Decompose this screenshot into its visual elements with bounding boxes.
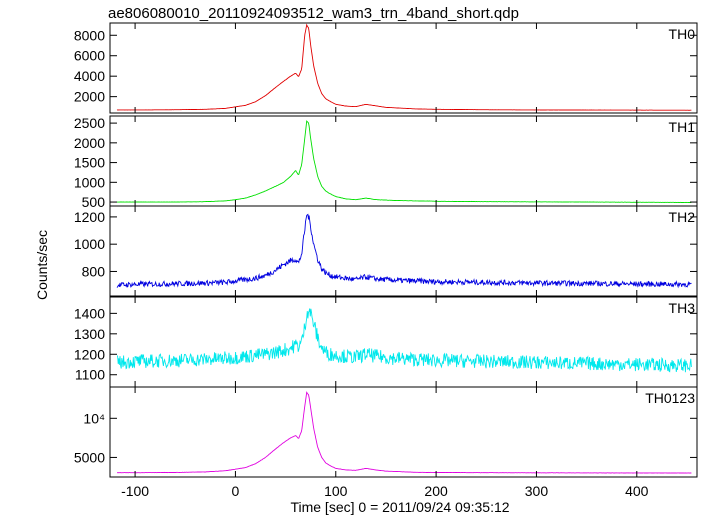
series-line-th1 — [117, 120, 692, 203]
y-tick-label: 2500 — [74, 115, 105, 131]
panel-th1: 500 1000 1500 2000 2500 TH1 — [74, 115, 698, 210]
series-line-th2 — [116, 213, 692, 289]
panel-th0123: 5000 10⁴ TH0123 — [74, 386, 698, 478]
panel-label: TH2 — [669, 209, 696, 225]
panel-label: TH0123 — [645, 390, 695, 406]
y-tick-label: 2000 — [74, 89, 105, 105]
panel-th0: 2000 4000 6000 8000 TH0 — [74, 22, 698, 114]
y-tick-label: 1000 — [74, 236, 105, 252]
x-tick-label: -100 — [121, 483, 149, 499]
panel-frame — [109, 296, 698, 388]
x-tick-label: 0 — [232, 483, 240, 499]
y-tick-label: 1000 — [74, 174, 105, 190]
series-line-th3 — [117, 308, 692, 373]
y-tick-label: 8000 — [74, 27, 105, 43]
panel-th3: 1100 1200 1300 1400 TH3 — [74, 296, 698, 388]
y-tick-label: 1200 — [74, 209, 105, 225]
x-tick-label: 400 — [625, 483, 649, 499]
y-tick-label: 1300 — [74, 326, 105, 342]
panels-group: 2000 4000 6000 8000 TH0 500 1000 1500 2000 2500 TH… — [74, 22, 698, 478]
chart-title: ae806080010_20110924093512_wam3_trn_4ban… — [108, 5, 519, 22]
panel-label: TH3 — [669, 300, 696, 316]
y-tick-label: 2000 — [74, 135, 105, 151]
panel-label: TH1 — [669, 119, 696, 135]
y-tick-label: 10⁴ — [83, 410, 105, 426]
y-tick-label: 5000 — [74, 449, 105, 465]
y-tick-label: 1100 — [75, 367, 105, 383]
series-line-th0123 — [117, 391, 692, 474]
x-tick-label: 100 — [324, 483, 348, 499]
y-axis-label: Counts/sec — [34, 230, 50, 300]
y-tick-label: 6000 — [74, 48, 105, 64]
x-axis-label: Time [sec] 0 = 2011/09/24 09:35:12 — [290, 499, 509, 515]
panel-frame — [109, 115, 698, 207]
y-tick-label: 1400 — [74, 305, 105, 321]
y-tick-label: 500 — [82, 194, 106, 210]
panel-frame — [109, 386, 698, 478]
panel-frame — [109, 22, 698, 114]
y-tick-label: 800 — [82, 263, 106, 279]
panel-label: TH0 — [669, 26, 696, 42]
series-line-th0 — [116, 23, 692, 111]
x-tick-label: 300 — [525, 483, 549, 499]
y-tick-label: 4000 — [74, 68, 105, 84]
y-tick-label: 1500 — [74, 155, 105, 171]
x-tick-label: 200 — [424, 483, 448, 499]
panel-th2: 800 1000 1200 TH2 — [74, 205, 698, 297]
x-axis: -100 0 100 200 300 400 — [121, 483, 649, 499]
panel-frame — [109, 205, 698, 297]
y-tick-label: 1200 — [74, 346, 105, 362]
